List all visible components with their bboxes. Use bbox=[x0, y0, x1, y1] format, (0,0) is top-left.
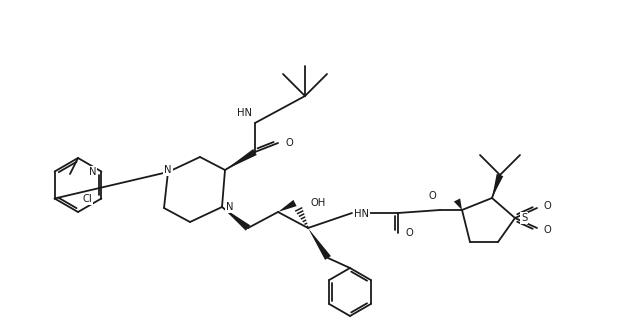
Text: HN: HN bbox=[237, 108, 252, 118]
Polygon shape bbox=[222, 207, 250, 231]
Text: N: N bbox=[226, 202, 234, 212]
Text: O: O bbox=[544, 201, 552, 211]
Polygon shape bbox=[308, 228, 331, 260]
Polygon shape bbox=[454, 198, 462, 210]
Text: Cl: Cl bbox=[83, 194, 92, 204]
Polygon shape bbox=[492, 174, 503, 198]
Text: HN: HN bbox=[354, 209, 369, 219]
Text: O: O bbox=[286, 138, 294, 148]
Text: O: O bbox=[406, 228, 414, 238]
Text: O: O bbox=[428, 191, 436, 201]
Text: OH: OH bbox=[311, 198, 327, 208]
Text: N: N bbox=[89, 166, 96, 177]
Text: N: N bbox=[165, 165, 171, 175]
Text: O: O bbox=[544, 225, 552, 235]
Text: S: S bbox=[521, 213, 528, 223]
Polygon shape bbox=[278, 200, 296, 212]
Polygon shape bbox=[225, 149, 257, 170]
